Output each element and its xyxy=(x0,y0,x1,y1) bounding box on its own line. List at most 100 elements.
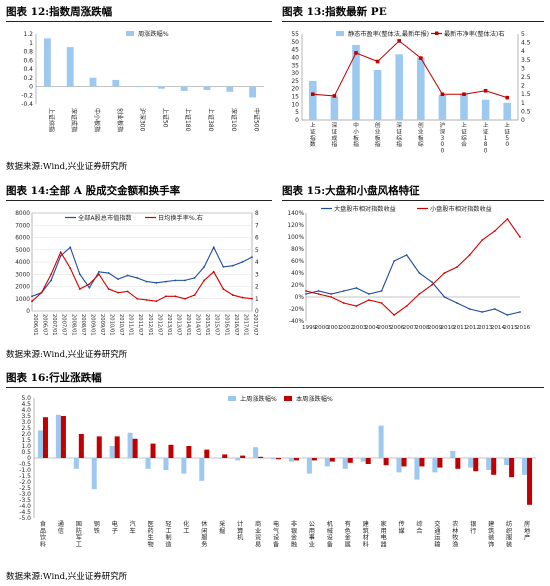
x-tick-label: 2010 xyxy=(440,325,455,331)
line-point xyxy=(59,251,62,254)
legend-item: 大盘股市相对指数收益 xyxy=(334,205,396,213)
y2-tick-label: 0 xyxy=(255,309,259,315)
bar xyxy=(437,458,443,468)
bar xyxy=(473,458,479,472)
x-tick-label: 电气设备 xyxy=(273,520,280,548)
y2-tick-label: 7 xyxy=(255,223,259,229)
legend-item: 本周涨跌幅% xyxy=(296,395,333,403)
legend-item: 小盘股市相对指数收益 xyxy=(430,205,492,213)
chart-12-title: 图表 12:指数周涨跌幅 xyxy=(6,6,113,18)
legend-item: 全部A股总市值指数 xyxy=(78,214,133,222)
y-tick-label: 4.5 xyxy=(21,401,31,408)
line-point xyxy=(212,270,215,273)
x-tick-label: 采掘 xyxy=(219,520,225,535)
line-point xyxy=(468,254,471,256)
line-point xyxy=(251,297,253,300)
bar xyxy=(491,458,497,475)
x-tick-label: 国防军工 xyxy=(76,521,82,548)
x-tick-label: 2012 xyxy=(466,325,480,331)
bar xyxy=(414,458,420,480)
x-tick-label: 2012/07 xyxy=(156,314,162,336)
bar xyxy=(60,416,66,458)
line-point xyxy=(117,278,119,281)
line-point xyxy=(368,299,370,301)
line-point xyxy=(241,296,244,299)
chart-13-index-pe: 051015202530354045505500.511.522.533.544… xyxy=(291,30,531,155)
y-tick-label: 60% xyxy=(291,259,304,265)
bar xyxy=(306,458,312,474)
line-point xyxy=(50,273,53,276)
x-tick-label: 医药生物 xyxy=(147,521,153,548)
y-tick-label: 5000 xyxy=(15,248,30,254)
divider xyxy=(6,387,544,388)
line-point xyxy=(78,273,81,276)
y-tick-label: 1 xyxy=(29,40,33,47)
bar xyxy=(311,458,317,461)
chart-16-title: 图表 16:行业涨跌幅 xyxy=(6,372,102,384)
x-tick-label: 2013/01 xyxy=(166,314,172,336)
y-tick-label: -40% xyxy=(289,319,304,325)
line-point xyxy=(184,297,186,300)
chart-12-index-weekly-change: -0.4 -0.20 0.2 0.4 0.60.8 1 1.2 上证综指 深证成指 中小板指 创业板… xyxy=(21,30,264,132)
bar xyxy=(186,446,192,458)
line-point xyxy=(418,272,421,274)
bar xyxy=(150,443,156,458)
line-point xyxy=(430,281,433,283)
x-tick-label: 2014/07 xyxy=(195,314,201,336)
y-tick-label: 40% xyxy=(291,271,304,277)
bar xyxy=(91,458,97,490)
line-point xyxy=(251,256,253,258)
x-tick-label: 公用事业 xyxy=(309,521,315,548)
bar xyxy=(360,458,366,462)
x-tick-label: 2006/01 xyxy=(32,314,38,336)
x-tick-label: 有色金属 xyxy=(345,520,352,548)
line-point xyxy=(231,264,234,267)
line-point xyxy=(145,280,148,283)
x-tick-label: 2016/07 xyxy=(233,314,239,336)
legend-item: 上周涨跌幅% xyxy=(240,395,277,403)
y2-tick-label: 2.5 xyxy=(521,74,531,81)
bar xyxy=(203,86,211,90)
legend-item: 最新市净率(整体法)右 xyxy=(444,30,505,38)
bar xyxy=(460,93,468,120)
x-tick-label: 2009 xyxy=(428,325,443,331)
y-tick-label: 8000 xyxy=(15,211,30,217)
y-tick-label: 45 xyxy=(291,47,299,54)
chart-13-title: 图表 13:指数最新 PE xyxy=(282,6,387,18)
y-tick-label: 25 xyxy=(291,78,299,85)
line-point xyxy=(88,286,91,289)
y-tick-label: 0 xyxy=(26,309,30,315)
line-point xyxy=(342,302,345,304)
y-tick-label: 100% xyxy=(287,235,304,241)
line-point xyxy=(69,246,72,249)
x-tick-label: 2015 xyxy=(503,325,518,331)
line-point xyxy=(311,92,315,96)
source-note: 数据来源:Wind,兴业证券研究所 xyxy=(6,350,128,360)
bar xyxy=(503,102,511,120)
line-point xyxy=(78,288,81,290)
x-tick-label: 2012/01 xyxy=(147,314,153,336)
x-tick-label: 2016/01 xyxy=(223,314,229,336)
line-point xyxy=(332,94,337,98)
bar xyxy=(378,425,384,458)
x-tick-label: 纺织服装 xyxy=(506,520,512,548)
line-point xyxy=(317,293,320,295)
legend-item-swatch xyxy=(126,31,134,36)
x-tick-label: 创业板综 xyxy=(418,121,424,148)
y2-tick-label: 1 xyxy=(255,297,259,303)
bar xyxy=(324,458,330,467)
bar xyxy=(395,54,403,120)
y2-tick-label: 3 xyxy=(255,272,259,278)
bar xyxy=(253,447,259,458)
line-series xyxy=(305,254,521,316)
line-point xyxy=(155,300,158,303)
y-tick-label: 40 xyxy=(291,54,299,61)
x-tick-label: 综合 xyxy=(416,520,422,535)
y-tick-label: 120% xyxy=(287,223,304,229)
x-tick-label: 深证成指 xyxy=(331,121,337,148)
bar xyxy=(240,455,246,458)
x-tick-label: 2015/07 xyxy=(214,314,220,336)
y-tick-label: 1000 xyxy=(15,297,30,303)
line-point xyxy=(145,299,148,301)
x-tick-label: 上证综指 xyxy=(47,108,55,132)
